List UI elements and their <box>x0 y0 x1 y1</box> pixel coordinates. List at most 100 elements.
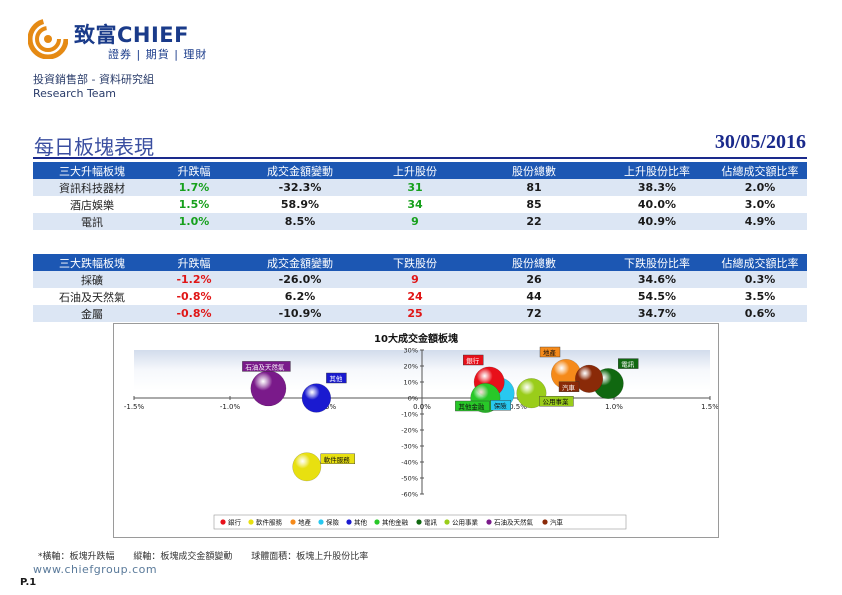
bubble-chart-frame: 10大成交金額板塊-1.5%-1.0%-0.5%0.0%0.5%1.0%1.5%… <box>113 323 719 538</box>
bubble-7 <box>516 378 547 409</box>
ratio-cell: 40.0% <box>601 196 713 213</box>
legend-marker <box>318 519 324 525</box>
ratio-cell: 38.3% <box>601 179 713 196</box>
footnote: *橫軸：板塊升跌幅 縱軸：板塊成交金額變動 球體面積：板塊上升股份比率 <box>38 549 384 562</box>
x-tick-label: -1.5% <box>124 403 145 411</box>
report-date: 30/05/2016 <box>714 131 806 153</box>
sector-name: 金屬 <box>33 305 151 322</box>
bubble-note: 球體面積：板塊上升股份比率 <box>251 552 369 562</box>
change-cell: -1.2% <box>151 271 237 288</box>
title-divider <box>33 157 807 159</box>
legend-label: 電訊 <box>424 518 438 527</box>
legend-marker <box>220 519 226 525</box>
website-link[interactable]: www.chiefgroup.com <box>33 563 158 576</box>
bubble-8 <box>250 370 287 407</box>
bubble-label-box <box>455 400 490 412</box>
bubble-label-box <box>320 453 356 465</box>
legend-label: 石油及天然氣 <box>494 518 534 527</box>
change-cell: -0.8% <box>151 288 237 305</box>
table-row: 金屬 -0.8% -10.9% 25 72 34.7% 0.6% <box>33 305 807 322</box>
legend-label: 銀行 <box>228 518 242 527</box>
share-cell: 3.5% <box>713 288 807 305</box>
table-row: 電訊 1.0% 8.5% 9 22 40.9% 4.9% <box>33 213 807 230</box>
y-tick-label: 30% <box>404 347 418 355</box>
bubble-label-box <box>558 381 580 392</box>
header-cell: 升跌幅 <box>151 254 237 271</box>
bubble-label-box <box>490 399 511 411</box>
sector-name: 石油及天然氣 <box>33 288 151 305</box>
y-axis-note: 縱軸：板塊成交金額變動 <box>133 552 233 562</box>
legend-label: 其他金融 <box>382 518 409 527</box>
table-header-row: 三大升幅板塊 升跌幅 成交金額變動 上升股份 股份總數 上升股份比率 佔總成交額… <box>33 162 807 179</box>
header-cell: 三大升幅板塊 <box>33 162 151 179</box>
y-tick-label: -40% <box>401 459 418 467</box>
legend-label: 其他 <box>354 518 368 527</box>
bubble-label-box <box>242 361 291 372</box>
table-header-row: 三大跌幅板塊 升跌幅 成交金額變動 下跌股份 股份總數 下跌股份比率 佔總成交額… <box>33 254 807 271</box>
legend-marker <box>542 519 548 525</box>
advancers-cell: 9 <box>363 213 467 230</box>
share-cell: 3.0% <box>713 196 807 213</box>
company-tagline: 證券 | 期貨 | 理財 <box>108 48 208 61</box>
advancers-cell: 34 <box>363 196 467 213</box>
ratio-cell: 34.6% <box>601 271 713 288</box>
legend-marker <box>346 519 352 525</box>
x-tick-label: 0.5% <box>509 403 527 411</box>
turnover-change-cell: -10.9% <box>237 305 363 322</box>
header-cell: 下跌股份比率 <box>601 254 713 271</box>
change-cell: -0.8% <box>151 305 237 322</box>
header-cell: 股份總數 <box>467 162 601 179</box>
total-cell: 72 <box>467 305 601 322</box>
bubble-label: 汽車 <box>562 383 576 392</box>
department-name: 投資銷售部 - 資料研究組 <box>33 73 154 86</box>
sector-name: 電訊 <box>33 213 151 230</box>
bubble-chart: 10大成交金額板塊-1.5%-1.0%-0.5%0.0%0.5%1.0%1.5%… <box>124 332 718 530</box>
change-cell: 1.7% <box>151 179 237 196</box>
bubble-label: 保險 <box>494 401 508 410</box>
table-row: 酒店娛樂 1.5% 58.9% 34 85 40.0% 3.0% <box>33 196 807 213</box>
legend-marker <box>248 519 254 525</box>
bubble-label-box <box>326 372 347 384</box>
page-number: P.1 <box>20 577 37 588</box>
decliners-cell: 24 <box>363 288 467 305</box>
y-tick-label: 20% <box>404 363 418 371</box>
legend-marker <box>290 519 296 525</box>
y-tick-label: -30% <box>401 443 418 451</box>
total-cell: 22 <box>467 213 601 230</box>
share-cell: 0.3% <box>713 271 807 288</box>
turnover-change-cell: 8.5% <box>237 213 363 230</box>
header-cell: 升跌幅 <box>151 162 237 179</box>
total-cell: 44 <box>467 288 601 305</box>
turnover-change-cell: -26.0% <box>237 271 363 288</box>
page-title: 每日板塊表現 <box>34 135 154 159</box>
header-cell: 佔總成交額比率 <box>713 254 807 271</box>
ratio-cell: 54.5% <box>601 288 713 305</box>
bubble-label: 石油及天然氣 <box>245 362 285 371</box>
total-cell: 85 <box>467 196 601 213</box>
y-tick-label: 10% <box>404 379 418 387</box>
share-cell: 0.6% <box>713 305 807 322</box>
table-row: 採礦 -1.2% -26.0% 9 26 34.6% 0.3% <box>33 271 807 288</box>
turnover-change-cell: 58.9% <box>237 196 363 213</box>
sector-name: 採礦 <box>33 271 151 288</box>
legend-marker <box>374 519 380 525</box>
legend-label: 軟件服務 <box>256 518 283 527</box>
bubble-1 <box>292 452 322 482</box>
turnover-change-cell: 6.2% <box>237 288 363 305</box>
bubble-label-box <box>539 395 574 407</box>
sector-name: 酒店娛樂 <box>33 196 151 213</box>
bubble-label-box <box>539 346 561 358</box>
header-cell: 成交金額變動 <box>237 162 363 179</box>
legend-marker <box>486 519 492 525</box>
legend-marker <box>444 519 450 525</box>
bubble-label-box <box>463 354 484 366</box>
change-cell: 1.5% <box>151 196 237 213</box>
header-cell: 上升股份比率 <box>601 162 713 179</box>
ratio-cell: 34.7% <box>601 305 713 322</box>
x-tick-label: 1.0% <box>605 403 623 411</box>
bubble-label: 其他 <box>329 374 343 383</box>
top-gainers-table: 三大升幅板塊 升跌幅 成交金額變動 上升股份 股份總數 上升股份比率 佔總成交額… <box>33 162 807 230</box>
legend-marker <box>416 519 422 525</box>
legend-label: 保險 <box>326 518 340 527</box>
bubble-label: 軟件服務 <box>324 455 351 464</box>
